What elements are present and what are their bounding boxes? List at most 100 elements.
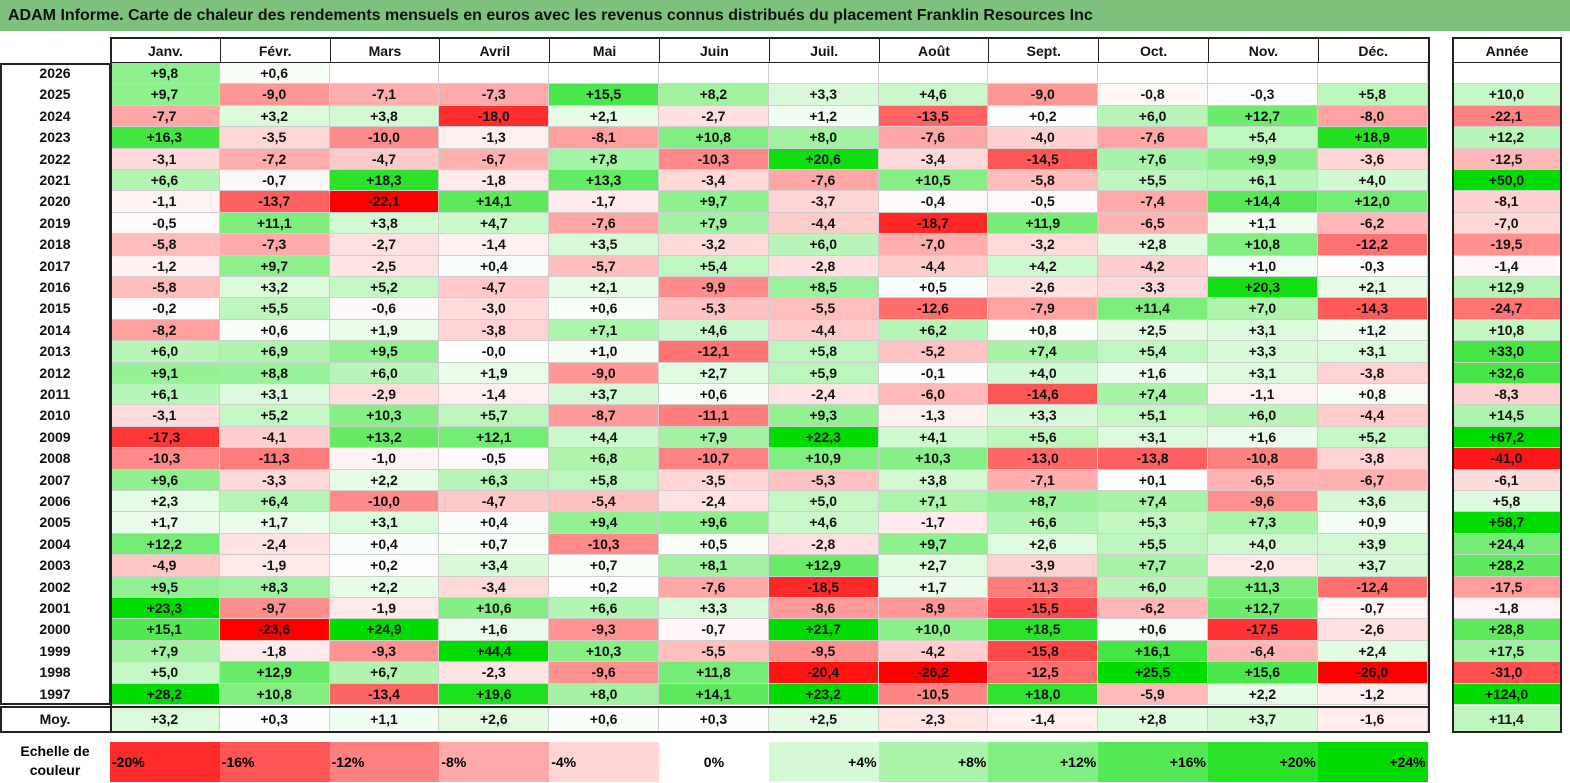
annual-cell: +124,0 [1452,683,1562,705]
heatmap-cell: +3,1 [1317,341,1428,363]
row-year-label: 2025 [39,86,71,103]
annual-cell: -19,5 [1452,234,1562,256]
row-year-label: 2015 [39,300,71,317]
heatmap-cell: -3,1 [110,405,220,427]
heatmap-cell: +23,2 [768,683,879,705]
annual-cell: +33,0 [1452,341,1562,363]
heatmap-cell: +6,1 [110,384,220,406]
heatmap-cell: +6,6 [988,512,1099,534]
color-scale-swatch: +20% [1208,742,1318,782]
heatmap-cell: +1,9 [439,362,550,384]
heatmap-cell: +24,9 [329,619,440,641]
heatmap-cell: -1,1 [1208,384,1318,406]
annual-cell: -24,7 [1452,298,1562,320]
heatmap-cell: +8,1 [659,555,769,577]
heatmap-cell: -4,4 [768,319,879,342]
heatmap-cell: -3,2 [659,234,769,256]
annual-cell: -41,0 [1452,448,1562,470]
heatmap-cell: +2,7 [878,555,989,577]
heatmap-cell: +3,3 [988,405,1099,427]
heatmap-cell: -7,6 [549,212,659,235]
heatmap-cell: +3,7 [1317,555,1428,577]
heatmap-cell: +1,2 [768,105,879,128]
heatmap-cell: +8,7 [988,491,1099,513]
heatmap-cell: -8,2 [110,319,220,342]
heatmap-cell: -1,7 [878,512,989,534]
heatmap-cell: -0,5 [439,448,550,470]
month-header: Nov. [1208,37,1319,63]
average-cell: +2,8 [1098,706,1208,733]
heatmap-cell: -5,8 [110,234,220,256]
heatmap-cell: +21,7 [768,619,879,641]
heatmap-cell: +2,3 [110,491,220,513]
heatmap-cell: -1,0 [329,448,440,470]
heatmap-cell: +5,8 [549,469,659,491]
heatmap-cell: -8,6 [768,598,879,620]
heatmap-cell: +2,6 [988,533,1099,556]
heatmap-cell: +6,6 [549,598,659,620]
heatmap-cell: -3,4 [439,576,550,598]
heatmap-cell: -6,0 [878,384,989,406]
heatmap-cell: -4,2 [1098,255,1208,277]
heatmap-cell: +5,1 [1098,405,1208,427]
heatmap-cell: -7,2 [219,148,330,170]
heatmap-cell: -12,4 [1317,576,1428,598]
month-header: Mars [329,37,441,63]
heatmap-cell: +18,0 [988,683,1099,705]
annual-cell: +32,6 [1452,362,1562,384]
heatmap-cell: +3,9 [1317,533,1428,556]
heatmap-cell [439,63,550,85]
heatmap-cell: +3,5 [549,234,659,256]
month-header: Sept. [988,37,1100,63]
heatmap-cell: +1,7 [878,576,989,598]
heatmap-cell: -0,2 [110,298,220,320]
heatmap-cell: -7,6 [659,576,769,598]
heatmap-cell: +10,8 [1208,234,1318,256]
heatmap-cell: -7,6 [768,170,879,192]
heatmap-cell: -2,9 [329,384,440,406]
row-year-label: 1998 [39,664,71,681]
heatmap-cell: -1,2 [1317,683,1428,705]
row-year-label: 2026 [39,65,71,81]
heatmap-cell [329,63,440,85]
heatmap-cell: -9,3 [329,640,440,663]
heatmap-cell: +7,9 [659,426,769,449]
heatmap-cell: +4,6 [659,319,769,342]
heatmap-cell: +0,9 [1317,512,1428,534]
heatmap-cell: +0,4 [439,255,550,277]
row-year-label: 2009 [39,428,71,445]
heatmap-cell: +6,0 [1098,576,1208,598]
heatmap-cell: +7,6 [1098,148,1208,170]
heatmap-cell: +14,4 [1208,191,1318,213]
color-scale-swatch: -20% [110,742,220,782]
heatmap-cell: -3,2 [988,234,1099,256]
heatmap-cell: +8,3 [219,576,330,598]
color-scale-swatch: +12% [988,742,1099,782]
heatmap-cell: -6,2 [1098,598,1208,620]
heatmap-cell: -23,6 [219,619,330,641]
row-year-label: 2019 [39,214,71,231]
annual-cell: +67,2 [1452,426,1562,449]
color-scale-swatch: -8% [439,742,550,782]
heatmap-cell: +1,7 [219,512,330,534]
heatmap-cell: -2,4 [768,384,879,406]
annual-cell: -12,5 [1452,148,1562,170]
heatmap-cell: +4,1 [878,426,989,449]
heatmap-cell: -0,8 [1098,84,1208,106]
heatmap-cell: +16,1 [1098,640,1208,663]
heatmap-cell: -3,7 [768,191,879,213]
average-row-label: Moy. [39,711,71,727]
annual-cell: -1,4 [1452,255,1562,277]
heatmap-cell: +3,8 [878,469,989,491]
heatmap-cell: +18,9 [1317,127,1428,149]
row-year-label: 2022 [39,150,71,167]
heatmap-cell: +11,3 [1208,576,1318,598]
average-cell: -1,6 [1317,706,1428,733]
month-header: Janv. [110,37,221,63]
heatmap-cell: +11,1 [219,212,330,235]
heatmap-cell: -0,7 [219,170,330,192]
heatmap-cell: -7,9 [988,298,1099,320]
heatmap-cell: +10,3 [878,448,989,470]
color-scale-swatch: -16% [219,742,330,782]
heatmap-cell: +6,0 [768,234,879,256]
